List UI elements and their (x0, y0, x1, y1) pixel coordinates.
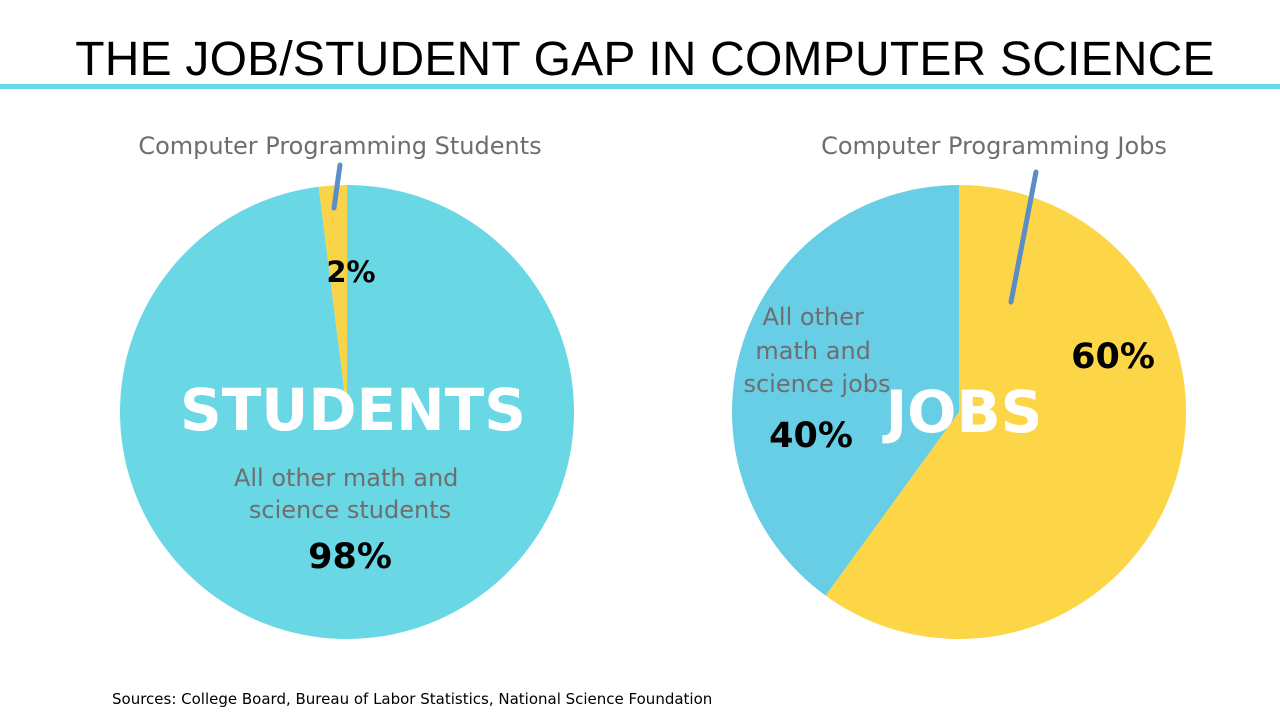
students-other-label: All other math and science students (234, 464, 466, 524)
students-pie: Computer Programming Students 2% STUDENT… (120, 132, 575, 639)
jobs-other-label-line-1: All other (763, 303, 864, 331)
jobs-pie: Computer Programming Jobs All other math… (731, 132, 1186, 639)
students-pie-slice-programming (318, 185, 347, 412)
jobs-other-label: All other math and science jobs (743, 303, 890, 398)
jobs-other-label-line-2: math and (755, 337, 871, 365)
slide-title: THE JOB/STUDENT GAP IN COMPUTER SCIENCE (75, 33, 1215, 86)
students-center-label: STUDENTS (180, 376, 526, 444)
jobs-pie-slice-programming (825, 185, 1186, 639)
jobs-value-other: 40% (769, 416, 853, 456)
title-rule (0, 84, 1280, 89)
students-other-label-line-1: All other math and (234, 464, 458, 492)
jobs-leader-line (1008, 169, 1039, 305)
students-value-other: 98% (308, 537, 392, 577)
students-leader-line (331, 162, 343, 211)
students-value-programming: 2% (326, 255, 375, 289)
jobs-pie-slice-other (731, 184, 959, 596)
sources-note: Sources: College Board, Bureau of Labor … (112, 690, 713, 708)
students-pie-slice-other (120, 185, 575, 639)
students-other-label-line-2: science students (249, 496, 451, 524)
jobs-other-label-line-3: science jobs (743, 370, 890, 398)
students-callout-label: Computer Programming Students (138, 132, 541, 160)
jobs-center-label: JOBS (882, 378, 1043, 446)
jobs-callout-label: Computer Programming Jobs (821, 132, 1167, 160)
jobs-value-programming: 60% (1071, 337, 1155, 377)
